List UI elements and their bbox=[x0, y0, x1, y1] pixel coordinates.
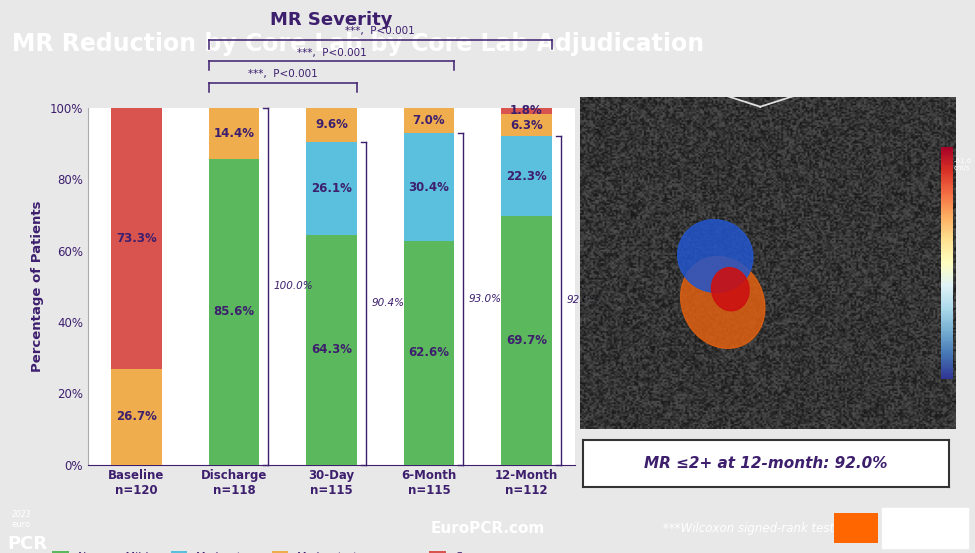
Bar bbox=[111, 108, 162, 369]
Text: 85.6%: 85.6% bbox=[214, 305, 254, 319]
Text: 9.6%: 9.6% bbox=[315, 118, 348, 132]
Text: 26.1%: 26.1% bbox=[311, 182, 352, 195]
Text: MR ≤2+ at 12-month: 92.0%: MR ≤2+ at 12-month: 92.0% bbox=[644, 456, 887, 471]
Text: euro: euro bbox=[12, 520, 31, 529]
Bar bbox=[306, 235, 357, 465]
Ellipse shape bbox=[712, 268, 749, 311]
Text: 7.0%: 7.0% bbox=[412, 114, 446, 127]
FancyBboxPatch shape bbox=[882, 508, 968, 548]
Text: MR Reduction by Core Lab by Core Lab Adjudication: MR Reduction by Core Lab by Core Lab Adj… bbox=[12, 32, 704, 56]
Bar bbox=[306, 142, 357, 235]
Text: 2023: 2023 bbox=[12, 510, 31, 519]
Y-axis label: Percentage of Patients: Percentage of Patients bbox=[31, 200, 44, 372]
Bar bbox=[404, 241, 454, 465]
Text: EAPCI: EAPCI bbox=[908, 517, 943, 527]
Legend: None or Mild, Moderate, Moderate-to-severe, Severe: None or Mild, Moderate, Moderate-to-seve… bbox=[48, 546, 498, 553]
Bar bbox=[501, 107, 552, 114]
Text: 90.4%: 90.4% bbox=[371, 298, 405, 309]
Text: EuroPCR.com: EuroPCR.com bbox=[430, 520, 545, 536]
Text: ***,  P<0.001: ***, P<0.001 bbox=[248, 69, 318, 79]
FancyBboxPatch shape bbox=[834, 513, 878, 543]
Text: 6.3%: 6.3% bbox=[510, 119, 543, 132]
Title: MR Severity: MR Severity bbox=[270, 11, 393, 29]
Bar bbox=[501, 137, 552, 216]
Text: 1.8%: 1.8% bbox=[510, 104, 543, 117]
Text: 62.6%: 62.6% bbox=[409, 346, 449, 359]
Text: PCR: PCR bbox=[8, 535, 48, 553]
Bar bbox=[111, 369, 162, 465]
Text: 100.0%: 100.0% bbox=[274, 281, 314, 291]
Text: 30.4%: 30.4% bbox=[409, 180, 449, 194]
Text: 14.4%: 14.4% bbox=[214, 127, 254, 140]
Text: ***,  P<0.001: ***, P<0.001 bbox=[296, 48, 367, 58]
Bar bbox=[404, 133, 454, 241]
Text: -61.6
cm/s: -61.6 cm/s bbox=[954, 158, 972, 171]
Text: 64.3%: 64.3% bbox=[311, 343, 352, 356]
Text: ***,  P<0.001: ***, P<0.001 bbox=[345, 27, 415, 36]
Bar bbox=[209, 159, 259, 465]
Text: PCR: PCR bbox=[843, 523, 869, 533]
Bar bbox=[306, 108, 357, 142]
Text: 26.7%: 26.7% bbox=[116, 410, 157, 424]
Text: European Society of Cardiology: European Society of Cardiology bbox=[887, 536, 963, 541]
Text: 93.0%: 93.0% bbox=[469, 294, 502, 304]
Bar bbox=[501, 216, 552, 465]
Text: 69.7%: 69.7% bbox=[506, 333, 547, 347]
Bar bbox=[501, 114, 552, 137]
Text: 22.3%: 22.3% bbox=[506, 170, 547, 182]
Ellipse shape bbox=[678, 220, 753, 293]
Text: 73.3%: 73.3% bbox=[116, 232, 157, 245]
Bar bbox=[404, 108, 454, 133]
Text: ***Wilcoxon signed-rank test: ***Wilcoxon signed-rank test bbox=[663, 521, 835, 535]
Ellipse shape bbox=[681, 257, 765, 348]
Bar bbox=[209, 108, 259, 159]
Text: 92.0%: 92.0% bbox=[566, 295, 600, 305]
